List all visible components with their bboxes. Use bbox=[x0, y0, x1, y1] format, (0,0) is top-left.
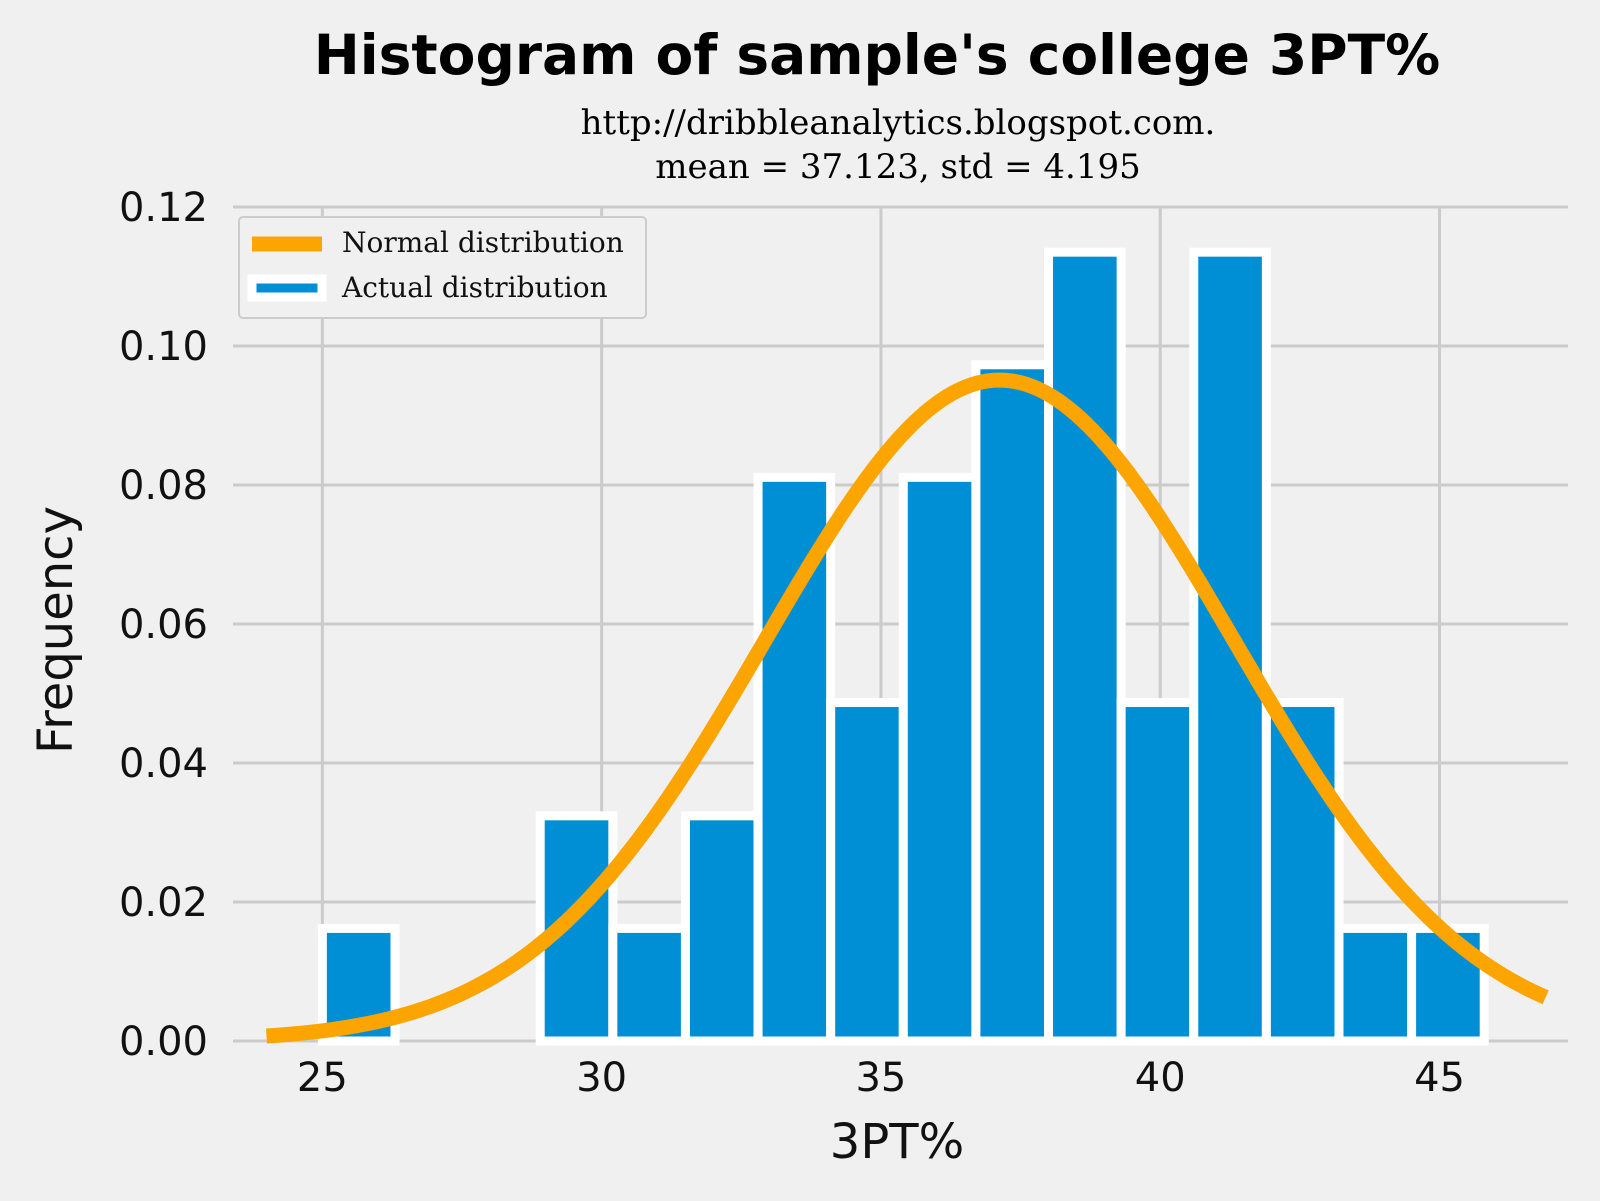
legend-normal-label: Normal distribution bbox=[342, 226, 624, 259]
normal-curve-layer bbox=[264, 372, 1549, 1044]
y-tick-label: 0.02 bbox=[119, 880, 208, 926]
histogram-bar bbox=[1334, 923, 1417, 1046]
legend-actual-label: Actual distribution bbox=[341, 271, 608, 304]
normal-distribution-curve bbox=[264, 372, 1549, 1044]
histogram-bar bbox=[1044, 247, 1126, 1046]
histogram-bar bbox=[1407, 923, 1489, 1046]
histogram-bar bbox=[608, 923, 690, 1046]
y-tick-label: 0.10 bbox=[119, 324, 208, 370]
legend: Normal distribution Actual distribution bbox=[238, 216, 647, 319]
histogram-bar bbox=[1116, 698, 1199, 1046]
legend-box bbox=[238, 216, 647, 319]
x-tick-label: 30 bbox=[576, 1055, 627, 1101]
chart-title: Histogram of sample's college 3PT% bbox=[314, 23, 1440, 87]
x-tick-label: 45 bbox=[1414, 1055, 1465, 1101]
x-tick-label: 35 bbox=[855, 1055, 906, 1101]
y-tick-label: 0.04 bbox=[119, 741, 208, 787]
histogram-bar bbox=[680, 811, 763, 1046]
y-axis-label: Frequency bbox=[28, 506, 84, 754]
histogram-bar bbox=[971, 360, 1054, 1046]
y-tick-label: 0.00 bbox=[119, 1019, 208, 1065]
x-axis-label: 3PT% bbox=[830, 1114, 964, 1170]
histogram-bar bbox=[826, 698, 908, 1046]
x-tick-label: 25 bbox=[297, 1055, 348, 1101]
chart-subtitle-url: http://dribbleanalytics.blogspot.com. bbox=[581, 103, 1216, 143]
histogram-bars bbox=[317, 247, 1489, 1046]
chart-subtitle-stats: mean = 37.123, std = 4.195 bbox=[655, 147, 1141, 187]
y-tick-label: 0.08 bbox=[119, 463, 208, 509]
legend-actual-swatch bbox=[247, 274, 327, 302]
y-tick-label: 0.12 bbox=[119, 185, 208, 231]
x-tick-label: 40 bbox=[1135, 1055, 1186, 1101]
histogram-bar bbox=[898, 472, 981, 1046]
tick-labels: 0.00 0.02 0.04 0.06 0.08 0.10 0.12 25 30 35 40 45 bbox=[119, 185, 1465, 1101]
y-tick-label: 0.06 bbox=[119, 602, 208, 648]
